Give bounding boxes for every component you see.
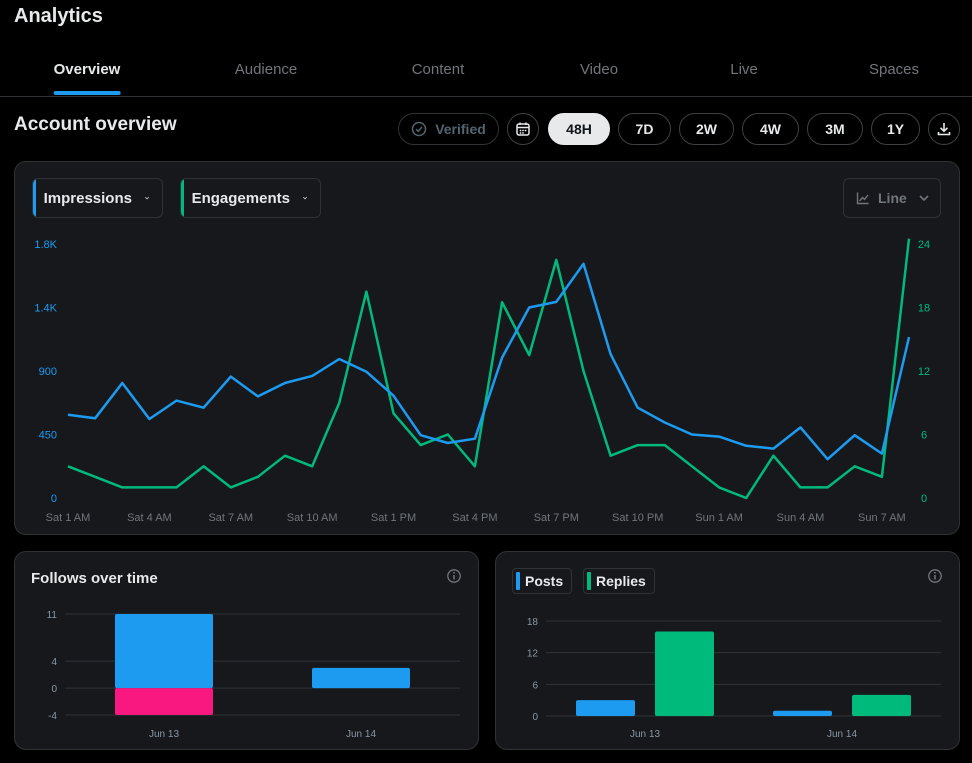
x-tick-label: Jun 14 (346, 729, 376, 740)
x-tick-label: Sat 4 PM (452, 512, 497, 524)
posts-bar (576, 700, 635, 716)
chart-type-label: Line (878, 190, 907, 206)
range-1y-button[interactable]: 1Y (871, 113, 920, 145)
y-right-tick-label: 0 (921, 493, 927, 505)
unfollows-bar (115, 688, 213, 715)
y-left-tick-label: 450 (39, 430, 57, 442)
x-tick-label: Sat 1 PM (371, 512, 416, 524)
section-title: Account overview (14, 114, 177, 135)
verified-label: Verified (435, 121, 486, 137)
time-range-bar: Verified 48H 7D 2W 4W 3M 1Y (0, 113, 972, 145)
x-tick-label: Jun 13 (630, 729, 660, 740)
engagements-swatch (181, 179, 184, 217)
calendar-icon (516, 122, 530, 136)
chart-type-select[interactable]: Line (843, 178, 941, 218)
impressions-label: Impressions (43, 189, 132, 207)
x-tick-label: Jun 14 (827, 729, 857, 740)
range-3m-button[interactable]: 3M (807, 113, 863, 145)
page-title: Analytics (14, 5, 103, 27)
tab-content[interactable]: Content (411, 61, 465, 78)
line-chart-icon (856, 192, 869, 205)
follows-bar (312, 667, 410, 689)
tab-overview[interactable]: Overview (53, 48, 120, 96)
x-tick-label: Jun 13 (149, 729, 179, 740)
info-icon[interactable] (446, 568, 462, 584)
posts-replies-card: Posts Replies 0 6 12 18 Jun 13 Jun 14 (495, 551, 960, 750)
info-icon[interactable] (927, 568, 943, 584)
chevron-down-icon (303, 196, 307, 200)
posts-legend-item[interactable]: Posts (512, 568, 573, 594)
range-7d-button[interactable]: 7D (618, 113, 671, 145)
y-tick-label: 0 (51, 684, 57, 695)
download-button[interactable] (928, 113, 960, 145)
download-icon (937, 123, 951, 136)
verified-check-icon (411, 121, 427, 137)
engagements-metric-select[interactable]: Engagements (180, 178, 321, 218)
posts-bar (773, 710, 832, 716)
y-tick-label: -4 (48, 711, 57, 722)
posts-swatch (516, 572, 520, 590)
y-left-tick-label: 1.4K (34, 303, 57, 315)
impressions-metric-select[interactable]: Impressions (32, 178, 163, 218)
posts-replies-bar-chart: 0 6 12 18 Jun 13 Jun 14 (527, 617, 941, 740)
account-overview-chart-card: Impressions Engagements Line 0 450 900 1.4K… (14, 161, 960, 535)
replies-bar (852, 694, 911, 716)
engagements-label: Engagements (191, 189, 290, 207)
replies-legend-label: Replies (596, 573, 646, 589)
chevron-down-icon (919, 195, 929, 202)
range-4w-button[interactable]: 4W (742, 113, 799, 145)
y-right-tick-label: 18 (918, 303, 930, 315)
replies-legend-item[interactable]: Replies (583, 568, 655, 594)
y-left-tick-label: 0 (51, 493, 57, 505)
y-tick-label: 12 (527, 649, 539, 660)
x-tick-label: Sat 4 AM (127, 512, 172, 524)
replies-bar (655, 631, 714, 716)
x-tick-label: Sun 7 AM (858, 512, 906, 524)
tab-live[interactable]: Live (730, 61, 758, 78)
impressions-series-line (67, 262, 911, 461)
y-right-tick-label: 12 (918, 366, 930, 378)
tab-audience[interactable]: Audience (234, 61, 298, 78)
tab-video[interactable]: Video (579, 61, 619, 78)
tab-spaces[interactable]: Spaces (868, 61, 920, 78)
impressions-engagements-line-chart: 0 450 900 1.4K 1.8K 0 6 12 18 24 Sat 1 AM Sat 4 AM S… (34, 238, 930, 524)
impressions-swatch (33, 179, 36, 217)
chevron-down-icon (145, 196, 149, 200)
y-tick-label: 4 (51, 657, 57, 668)
y-right-tick-label: 24 (918, 239, 930, 251)
y-left-tick-label: 1.8K (34, 239, 57, 251)
replies-swatch (587, 572, 591, 590)
y-left-tick-label: 900 (39, 366, 57, 378)
x-tick-label: Sun 4 AM (777, 512, 825, 524)
x-tick-label: Sat 1 AM (46, 512, 91, 524)
calendar-button[interactable] (507, 113, 539, 145)
follows-bar (115, 614, 213, 689)
x-tick-label: Sat 10 AM (287, 512, 338, 524)
follows-card-title: Follows over time (31, 570, 158, 587)
posts-legend-label: Posts (525, 573, 564, 589)
analytics-tabs: Overview Audience Content Video Live Spa… (0, 48, 972, 97)
x-tick-label: Sat 7 AM (208, 512, 253, 524)
follows-card: Follows over time -4 0 4 11 Jun 13 Jun 14 (14, 551, 479, 750)
y-tick-label: 6 (532, 680, 538, 691)
range-2w-button[interactable]: 2W (679, 113, 734, 145)
x-tick-label: Sat 7 PM (534, 512, 579, 524)
y-tick-label: 18 (527, 617, 539, 628)
x-tick-label: Sat 10 PM (612, 512, 663, 524)
verified-filter-button[interactable]: Verified (398, 113, 499, 145)
follows-bar-chart: -4 0 4 11 Jun 13 Jun 14 (47, 610, 460, 740)
x-tick-label: Sun 1 AM (695, 512, 743, 524)
y-tick-label: 0 (532, 712, 538, 723)
engagements-series-line (67, 238, 911, 500)
y-right-tick-label: 6 (921, 430, 927, 442)
y-tick-label: 11 (47, 610, 58, 621)
range-48h-button[interactable]: 48H (548, 113, 610, 145)
